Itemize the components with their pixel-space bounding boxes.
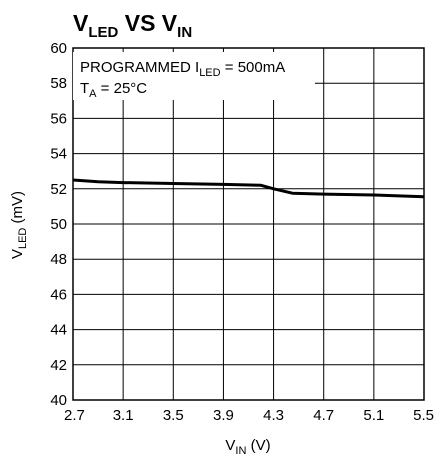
annotation-background — [73, 52, 315, 100]
y-tick-label: 54 — [50, 146, 67, 163]
x-axis-label: VIN (V) — [225, 437, 270, 457]
y-tick-label: 52 — [50, 181, 67, 198]
x-tick-label: 5.5 — [413, 407, 434, 424]
y-tick-label: 42 — [50, 357, 67, 374]
series-line — [72, 178, 425, 199]
y-tick-label: 60 — [50, 40, 67, 57]
plot-frame — [72, 47, 425, 401]
y-tick-label: 50 — [50, 216, 67, 233]
annotation-temperature: TA = 25°C — [80, 80, 147, 100]
x-tick-label: 5.1 — [363, 407, 384, 424]
annotation-programmed-current: PROGRAMMED ILED = 500mA — [80, 59, 285, 79]
grid — [72, 47, 425, 401]
x-tick-label: 2.7 — [64, 407, 85, 424]
x-tick-label: 4.7 — [313, 407, 334, 424]
y-tick-label: 44 — [50, 322, 67, 339]
x-tick-label: 3.1 — [113, 407, 134, 424]
tick-labels: 2.7 3.1 3.5 3.9 4.3 4.7 5.1 5.5 40 42 44 46 48 50 52 54… — [50, 40, 434, 424]
y-tick-label: 56 — [50, 110, 67, 127]
y-tick-label: 58 — [50, 75, 67, 92]
x-tick-label: 3.9 — [213, 407, 234, 424]
chart-title: VLED VS VIN — [73, 10, 192, 41]
y-tick-label: 40 — [50, 392, 67, 409]
x-tick-label: 4.3 — [263, 407, 284, 424]
annotation-box: PROGRAMMED ILED = 500mA TA = 25°C — [73, 52, 315, 100]
y-tick-label: 46 — [50, 286, 67, 303]
y-axis-label: VLED (mV) — [9, 191, 29, 259]
x-tick-label: 3.5 — [163, 407, 184, 424]
y-tick-label: 48 — [50, 251, 67, 268]
